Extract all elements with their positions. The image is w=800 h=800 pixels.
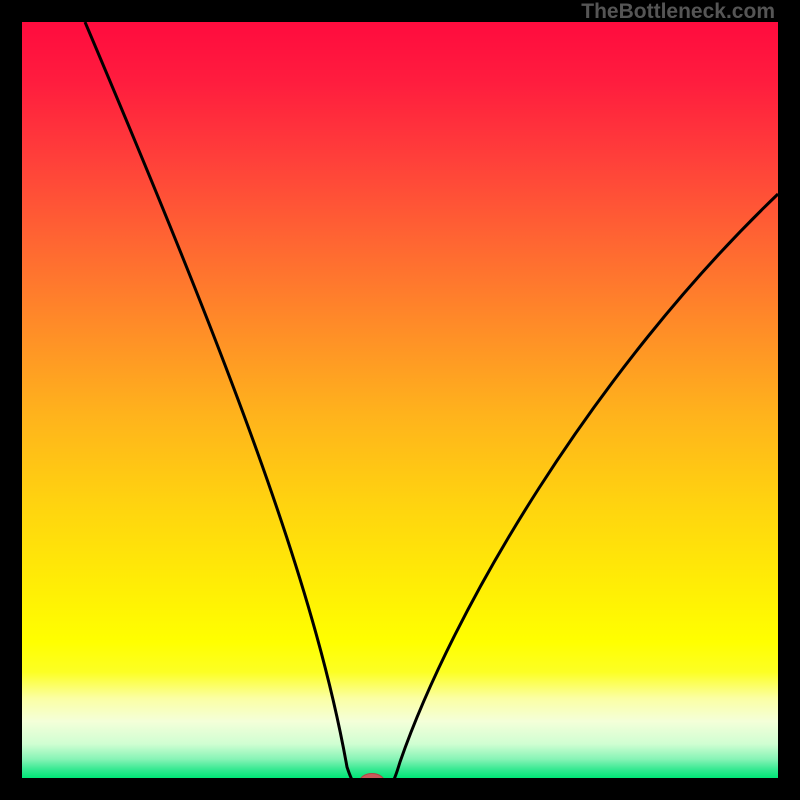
chart-frame xyxy=(0,0,800,800)
watermark-text: TheBottleneck.com xyxy=(581,0,775,24)
bottleneck-chart: TheBottleneck.com xyxy=(0,0,800,800)
